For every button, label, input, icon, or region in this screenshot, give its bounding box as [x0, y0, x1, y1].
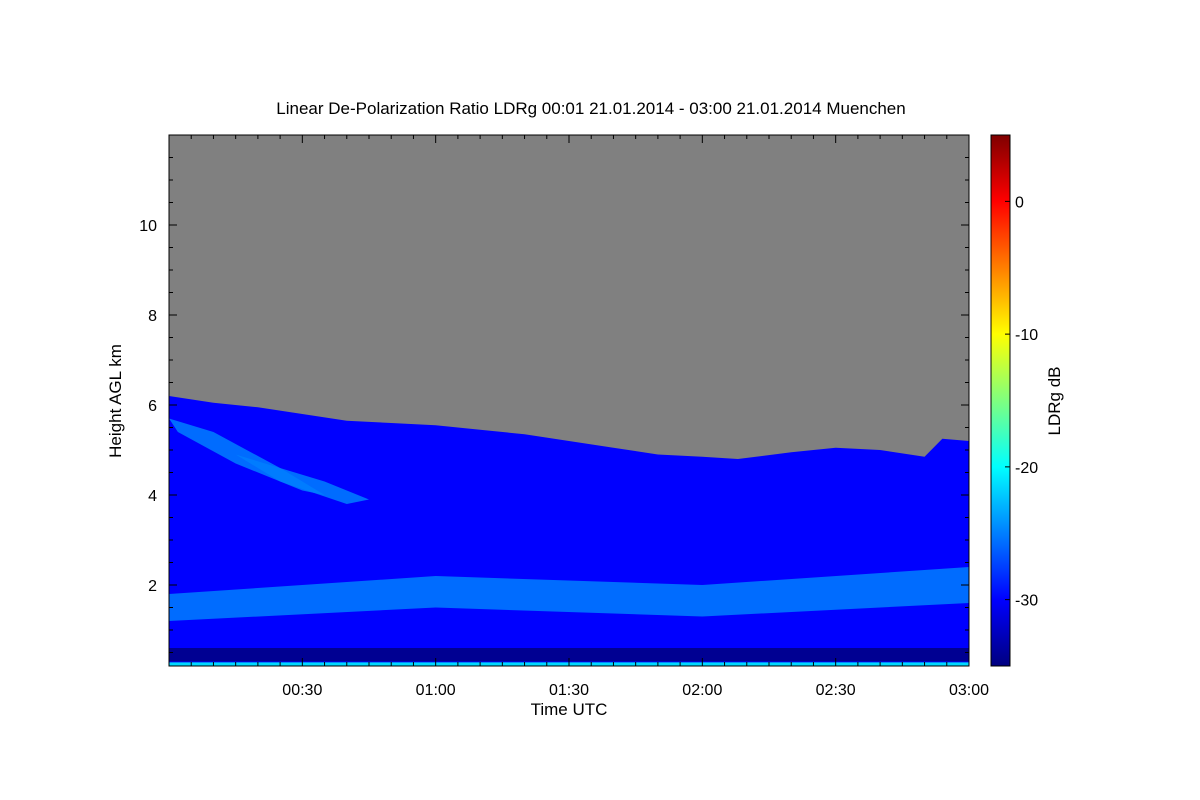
- x-axis: 00:30 01:00 01:30 02:00 02:30 03:00: [168, 135, 989, 699]
- y-tick-label: 6: [148, 398, 157, 415]
- x-tick-label: 00:30: [282, 682, 322, 699]
- y-tick-label: 10: [139, 218, 157, 235]
- colorbar-label: LDRg dB: [1045, 367, 1064, 436]
- y-tick-label: 4: [148, 488, 157, 505]
- x-tick-label: 01:30: [549, 682, 589, 699]
- x-tick-label: 02:00: [682, 682, 722, 699]
- colorbar-scale: [990, 134, 1011, 667]
- y-axis: 2 4 6 8 10: [139, 157, 969, 653]
- feature-4: [169, 648, 969, 662]
- feature-2: [235, 454, 369, 504]
- colorbar-tick-label: -20: [1015, 460, 1038, 477]
- colorbar-tick-label: -30: [1015, 593, 1038, 610]
- colorbar-tick-label: 0: [1015, 194, 1024, 211]
- colorbar-tick-label: -10: [1015, 327, 1038, 344]
- y-tick-label: 2: [148, 578, 157, 595]
- x-tick-label: 01:00: [416, 682, 456, 699]
- y-axis-label: Height AGL km: [106, 344, 125, 458]
- y-tick-label: 8: [148, 308, 157, 325]
- colorbar: 0 -10 -20 -30: [990, 134, 1038, 667]
- feature-3: [169, 567, 969, 621]
- chart-title: Linear De-Polarization Ratio LDRg 00:01 …: [276, 99, 905, 118]
- x-tick-label: 02:30: [816, 682, 856, 699]
- heatmap-plot-area: [168, 134, 970, 667]
- x-tick-label: 03:00: [949, 682, 989, 699]
- x-axis-label: Time UTC: [531, 700, 608, 719]
